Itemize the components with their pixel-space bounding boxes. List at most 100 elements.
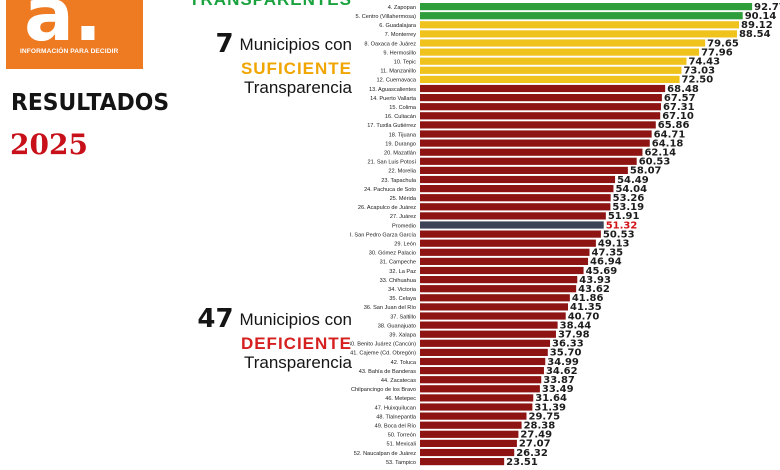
value-label: 58.07 <box>630 166 662 177</box>
group-deficient-level: DEFICIENTE <box>240 334 352 354</box>
group-sufficient-heading: 7 Municipios con <box>215 29 352 59</box>
category-label: 12. Cuernavaca <box>377 78 417 84</box>
group-transparent-label: TRANSPARENTES <box>189 0 352 9</box>
category-label: 11. Manzanillo <box>380 69 416 75</box>
category-label: 15. Colima <box>389 105 417 111</box>
value-label: 27.07 <box>519 439 551 450</box>
category-label: 26. Acapulco de Juárez <box>358 205 416 211</box>
bar <box>420 403 533 411</box>
value-label: 89.12 <box>741 20 773 31</box>
bar <box>420 157 637 165</box>
value-label: 45.69 <box>586 266 618 277</box>
category-label: 22. Morelia <box>388 169 417 175</box>
bar <box>420 130 652 138</box>
value-label: 88.54 <box>739 29 771 40</box>
value-label: 77.96 <box>701 47 733 58</box>
bar <box>420 266 584 275</box>
value-label: 92.77 <box>754 2 780 13</box>
value-label: 31.64 <box>535 393 567 404</box>
value-label: 68.48 <box>667 84 699 95</box>
category-label: 18. Tijuana <box>389 132 417 138</box>
bar <box>420 121 656 129</box>
bar <box>420 112 661 120</box>
category-label: 29. León <box>394 242 416 248</box>
category-label: 21. San Luis Potosí <box>367 160 416 166</box>
bar <box>420 303 569 311</box>
category-label: 5. Centro (Villahermosa) <box>355 14 416 20</box>
logo-mark: a. <box>24 0 103 58</box>
bar <box>420 175 616 184</box>
value-label: 43.62 <box>578 284 610 295</box>
value-label: 73.03 <box>683 66 715 77</box>
value-label: 67.10 <box>662 111 694 122</box>
bar <box>420 230 601 238</box>
category-label: 39. Xalapa <box>389 333 417 339</box>
value-label: 43.93 <box>579 275 611 286</box>
bar <box>420 294 570 302</box>
bar <box>420 39 706 47</box>
bar <box>420 21 740 29</box>
category-label: 14. Puerto Vallarta <box>370 96 417 102</box>
value-label: 37.98 <box>558 330 590 341</box>
average-bar <box>420 221 604 229</box>
bar <box>420 212 606 220</box>
value-label: 41.86 <box>572 293 604 304</box>
value-label: 53.26 <box>613 193 645 204</box>
results-heading: RESULTADOS <box>11 90 170 116</box>
value-label: 26.32 <box>516 448 548 459</box>
value-label: 31.39 <box>534 402 566 413</box>
average-value-label: 51.32 <box>606 220 638 231</box>
value-label: 33.87 <box>543 375 575 386</box>
bar <box>420 367 544 375</box>
bar <box>420 330 556 338</box>
value-label: 29.75 <box>529 411 561 422</box>
group-deficient-count: 47 <box>197 304 234 334</box>
average-category-label: Promedio <box>392 223 416 229</box>
category-label: 43. Bahía de Banderas <box>359 369 416 375</box>
value-label: 28.38 <box>524 421 556 432</box>
category-label: 24. Pachuca de Soto <box>364 187 416 193</box>
value-label: 49.13 <box>598 239 630 250</box>
bar <box>420 185 614 193</box>
bar <box>420 194 611 202</box>
bar <box>420 94 662 102</box>
bar <box>420 203 611 211</box>
group-sufficient-prefix: Municipios con <box>239 35 352 54</box>
category-label: 44. Zacatecas <box>381 378 416 384</box>
category-label: 36. San Juan del Río <box>364 305 416 311</box>
category-label: 28. San Pedro Garza García <box>350 232 417 238</box>
value-label: 90.14 <box>745 11 777 22</box>
group-deficient-suffix: Transparencia <box>243 353 352 373</box>
value-label: 64.71 <box>654 129 686 140</box>
value-label: 36.33 <box>552 339 584 350</box>
value-label: 79.65 <box>707 38 739 49</box>
bar <box>420 339 551 347</box>
value-label: 54.49 <box>617 175 649 186</box>
bar <box>420 66 682 74</box>
group-deficient-prefix: Municipios con <box>239 310 352 329</box>
value-label: 33.49 <box>542 384 574 395</box>
group-deficient: 47 Municipios con DEFICIENTE Transparenci… <box>197 304 352 373</box>
value-label: 41.35 <box>570 302 602 313</box>
category-label: 33. Chihuahua <box>380 278 417 284</box>
bar <box>420 3 753 11</box>
category-label: 52. Naucalpan de Juárez <box>354 451 416 457</box>
bar <box>420 412 527 420</box>
category-label: 35. Celaya <box>389 296 417 302</box>
group-sufficient-suffix: Transparencia <box>243 78 352 98</box>
bar <box>420 103 661 111</box>
bar <box>420 57 687 65</box>
category-label: 19. Durango <box>385 141 416 147</box>
category-label: 38. Guanajuato <box>378 323 416 329</box>
category-label: 4. Zapopan <box>388 5 416 11</box>
bar <box>420 239 596 247</box>
category-label: 31. Campeche <box>380 260 416 266</box>
category-label: 53. Tampico <box>386 460 416 466</box>
value-label: 64.18 <box>652 138 684 149</box>
category-label: 45. Chilpancingo de los Bravo <box>350 387 416 393</box>
value-label: 46.94 <box>590 257 622 268</box>
value-label: 34.62 <box>546 366 578 377</box>
bar <box>420 458 505 466</box>
bar <box>420 84 666 93</box>
bar <box>420 248 590 256</box>
